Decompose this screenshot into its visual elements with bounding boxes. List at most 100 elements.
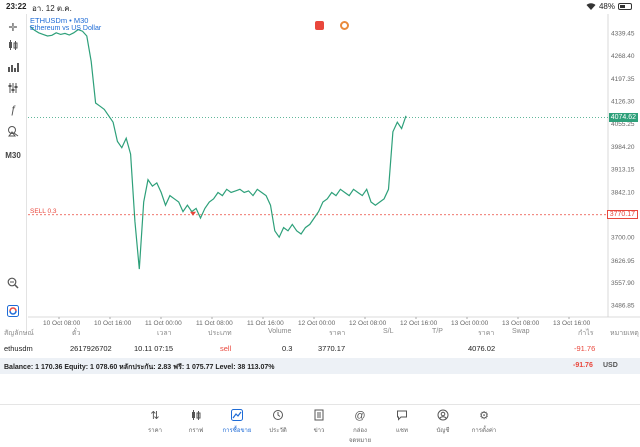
chart-type-icon[interactable] [4,38,22,52]
trade-icon [219,409,255,423]
x-tick-label: 11 Oct 16:00 [247,320,284,327]
position-profit: -91.76 [574,344,596,353]
nav-charts[interactable]: กราฟ [178,409,214,435]
current-price-tag: 4074.62 [608,113,638,123]
chart-canvas[interactable]: 4339.45 4268.40 4197.35 4126.30 4055.25 3984.… [28,14,640,332]
status-time: 23:22 [6,2,27,11]
nav-label: การตั้งค่า [471,428,497,434]
nav-quotes[interactable]: ⇅ ราคา [137,409,173,435]
status-date: อา. 12 ต.ค. [32,4,72,13]
x-tick-label: 13 Oct 16:00 [553,320,591,327]
header-comment: หมายเหตุ [610,330,639,337]
x-tick-label: 11 Oct 00:00 [145,320,182,327]
objects-icon[interactable] [4,124,22,138]
position-row[interactable]: ethusdm 2617926702 10.11 07:15 sell 0.3 … [0,341,640,355]
nav-settings[interactable]: ⚙ การตั้งค่า [466,409,502,435]
header-symbol: สัญลักษณ์ [4,330,34,337]
x-tick-label: 13 Oct 00:00 [451,320,489,327]
position-ticket: 2617926702 [70,344,112,353]
battery-fill [620,5,625,8]
bars-icon[interactable] [4,60,22,74]
nav-news[interactable]: ข่าว [301,409,337,435]
y-tick-label: 4197.35 [611,76,635,83]
x-tick-label: 12 Oct 00:00 [298,320,336,327]
nav-trade[interactable]: การซื้อขาย [219,409,255,435]
y-axis: 4339.45 4268.40 4197.35 4126.30 4055.25 3984.… [28,14,640,318]
account-currency: USD [603,362,618,369]
total-profit: -91.76 [573,362,593,369]
sell-price-tag: 3770.17 [606,210,638,220]
position-time: 10.11 07:15 [134,344,174,353]
position-symbol: ethusdm [4,344,33,353]
header-type: ประเภท [208,330,232,337]
y-tick-label: 3984.20 [611,144,635,151]
quotes-icon: ⇅ [150,410,160,422]
sell-entry-marker [190,211,196,216]
x-tick-label: 10 Oct 16:00 [94,320,132,327]
zoom-icon[interactable] [4,276,22,290]
symbol-description: Ethereum vs US Dollar [30,25,102,32]
nav-label: การซื้อขาย [222,428,252,434]
header-volume: Volume [268,328,292,335]
x-axis: 10 Oct 08:00 10 Oct 16:00 11 Oct 00:00 11 O… [43,317,591,327]
nav-label: ประวัติ [269,428,287,434]
y-tick-label: 3842.10 [611,189,635,196]
bottom-navigation: ⇅ ราคา กราฟ การซื้อขาย ประวัติ ข่าว [0,404,640,447]
nav-mailbox[interactable]: @ กล่องจดหมาย [342,409,378,445]
charts-icon [178,409,214,423]
y-tick-label: 4268.40 [611,53,635,60]
one-click-trading-icon[interactable] [4,304,22,318]
x-tick-label: 12 Oct 16:00 [400,320,438,327]
crosshair-icon[interactable]: ✛ [8,21,18,34]
wifi-icon [586,3,596,10]
y-tick-label: 4126.30 [611,99,635,106]
positions-header: สัญลักษณ์ ตั๋ว เวลา ประเภท Volume ราคา S… [0,325,640,339]
news-icon [301,409,337,423]
position-volume: 0.3 [282,344,293,353]
price-chart[interactable]: 4339.45 4268.40 4197.35 4126.30 4055.25 3984.… [28,14,640,332]
position-type: sell [220,344,232,353]
nav-label: บัญชี [436,428,450,434]
status-bar: 23:22 อา. 12 ต.ค. 48% [0,0,640,14]
nav-chat[interactable]: แชท [384,409,420,435]
battery-percent: 48% [598,2,615,11]
nav-label: ข่าว [313,428,325,434]
y-tick-label: 3486.85 [611,303,635,310]
x-tick-label: 12 Oct 08:00 [349,320,387,327]
nav-accounts[interactable]: บัญชี [425,409,461,435]
nav-history[interactable]: ประวัติ [260,409,296,435]
settings-icon: ⚙ [479,410,489,422]
sync-button[interactable] [340,21,349,30]
x-tick-label: 11 Oct 08:00 [196,320,233,327]
y-tick-label: 4055.25 [611,121,635,128]
balance-summary: Balance: 1 170.36 Equity: 1 078.60 หลักป… [4,364,275,371]
header-price: ราคา [329,330,346,337]
nav-label: แชท [396,428,408,434]
trade-panel-button[interactable] [315,21,324,30]
function-icon[interactable]: ƒ [9,104,17,116]
chat-icon [384,409,420,423]
y-tick-label: 3913.15 [611,167,635,174]
sell-line-label: SELL 0.3 [30,207,57,215]
chart-toolbar: ✛ ƒ M30 [0,14,27,332]
nav-label: ราคา [148,428,162,434]
timeframe-button[interactable]: M30 [5,150,21,160]
position-open-price: 3770.17 [318,344,346,353]
header-ticket: ตั๋ว [72,330,81,337]
x-tick-label: 10 Oct 08:00 [43,320,81,327]
header-sl: S/L [383,328,394,335]
header-time: เวลา [157,330,172,337]
indicators-icon[interactable] [4,81,22,95]
y-tick-label: 3700.00 [611,235,635,242]
history-icon [260,409,296,423]
accounts-icon [425,409,461,423]
nav-label: กล่องจดหมาย [348,428,372,444]
battery-icon [618,3,632,10]
price-series-line [29,25,407,270]
header-swap: Swap [512,328,530,335]
nav-label: กราฟ [188,428,204,434]
y-tick-label: 4339.45 [611,30,635,37]
symbol-title[interactable]: ETHUSDm • M30 [30,16,89,25]
mailbox-icon: @ [354,410,366,422]
